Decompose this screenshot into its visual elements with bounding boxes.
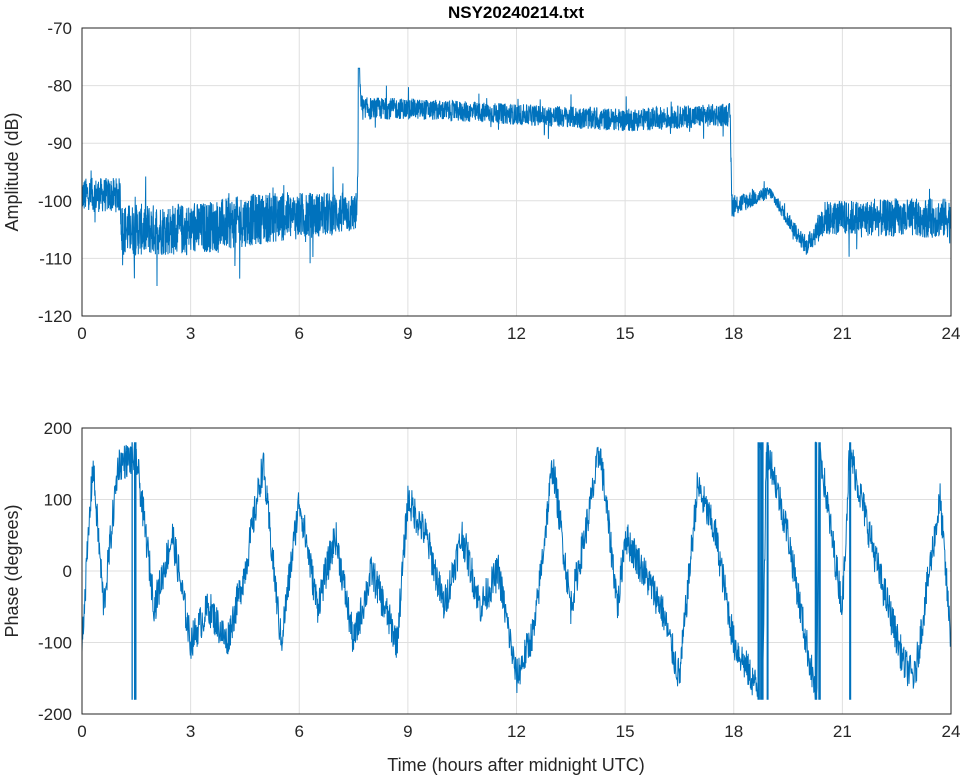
phase-x-tick-label: 15 [616, 722, 635, 741]
phase-series-line [81, 441, 952, 700]
phase-x-tick-label: 21 [833, 722, 852, 741]
phase-y-tick-label: -200 [38, 705, 72, 724]
x-axis-label: Time (hours after midnight UTC) [387, 755, 644, 775]
amplitude-x-tick-label: 6 [295, 324, 304, 343]
amplitude-x-tick-label: 12 [507, 324, 526, 343]
amplitude-y-tick-label: -90 [47, 134, 72, 153]
phase-x-tick-label: 12 [507, 722, 526, 741]
amplitude-plot: 0 3 6 9 12 15 18 21 24 -70 -80 -90 -100 -110 -120 [38, 19, 960, 343]
amplitude-x-tick-label: 18 [724, 324, 743, 343]
amplitude-x-tick-label: 3 [186, 324, 195, 343]
phase-plot: 0 3 6 9 12 15 18 21 24 200 100 0 -100 -200 [38, 419, 960, 741]
amplitude-x-tick-label: 24 [942, 324, 961, 343]
phase-x-tick-label: 18 [724, 722, 743, 741]
amplitude-axes-box [81, 27, 952, 317]
phase-axes-box [81, 427, 952, 715]
amplitude-x-tick-label: 21 [833, 324, 852, 343]
top-y-axis-label: Amplitude (dB) [2, 112, 22, 231]
amplitude-x-tick-label: 0 [77, 324, 86, 343]
phase-x-tick-label: 24 [942, 722, 961, 741]
amplitude-x-tick-label: 9 [403, 324, 412, 343]
phase-y-tick-label: 200 [44, 419, 72, 438]
phase-y-tick-label: 100 [44, 491, 72, 510]
amplitude-y-tick-label: -100 [38, 192, 72, 211]
amplitude-y-tick-label: -110 [39, 249, 72, 268]
phase-y-tick-label: -100 [38, 634, 72, 653]
chart-title: NSY20240214.txt [448, 3, 584, 22]
phase-x-tick-label: 6 [295, 722, 304, 741]
phase-x-tick-label: 3 [186, 722, 195, 741]
phase-y-tick-label: 0 [63, 562, 72, 581]
phase-x-tick-label: 9 [403, 722, 412, 741]
bottom-y-axis-label: Phase (degrees) [2, 504, 22, 637]
amplitude-y-tick-label: -70 [47, 19, 72, 38]
phase-x-tick-label: 0 [77, 722, 86, 741]
amplitude-y-tick-label: -80 [47, 77, 72, 96]
amplitude-y-tick-label: -120 [38, 307, 72, 326]
amplitude-x-tick-label: 15 [616, 324, 635, 343]
amplitude-series-line [81, 67, 952, 287]
